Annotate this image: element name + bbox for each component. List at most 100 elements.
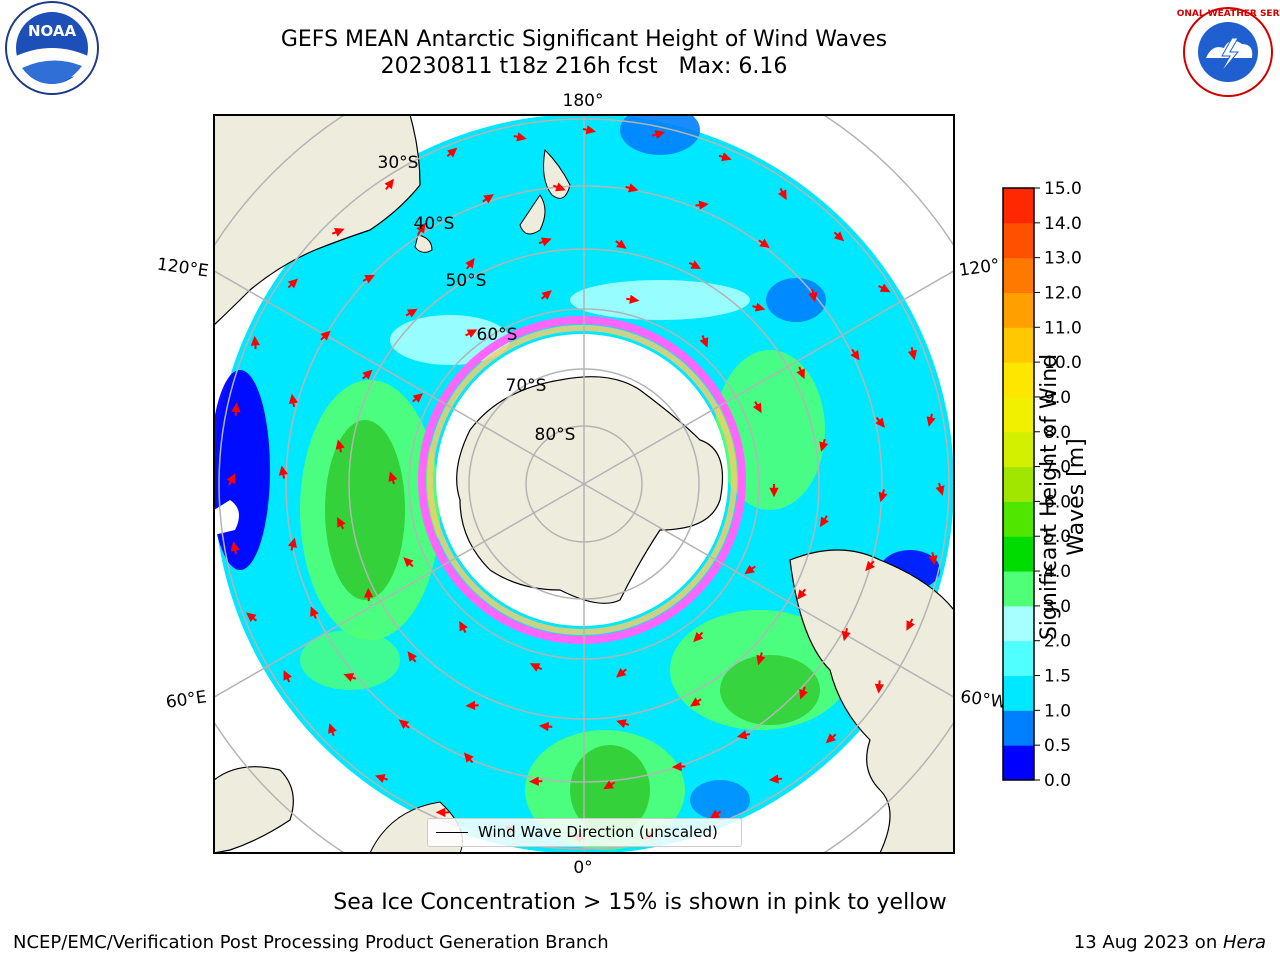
colorbar-tick-label: 5.0 [1044,527,1071,547]
wind-arrow-head [412,393,424,403]
wind-arrow-head [671,761,682,772]
wind-wave-arrows [226,125,945,843]
lon-label-60e: 60°E [165,687,208,712]
lon-label-120e: 120°E [156,255,210,282]
colorbar-tick-label: 4.0 [1044,562,1071,582]
wind-arrow-head [541,290,552,300]
colorbar-cell [1003,536,1034,572]
wind-arrow-head [865,560,875,572]
lon-label-180: 180° [563,91,604,111]
australia-land [214,115,421,326]
wind-arrow-head [334,227,345,237]
colorbar-cell [1003,501,1034,537]
svg-text:NATIONAL WEATHER SERVICE: NATIONAL WEATHER SERVICE [1176,9,1280,19]
wind-arrow-head [246,612,257,623]
africa-land [214,766,294,853]
colorbar-tick-label: 7.0 [1044,458,1071,478]
lat-label-30s: 30°S [378,153,419,173]
lat-label-80s: 80°S [535,425,576,445]
wind-arrow-head [483,194,494,204]
wind-arrow-head [698,200,709,210]
colorbar-tick-label: 10.0 [1044,353,1082,373]
wind-arrow-head [819,441,829,452]
wind-arrow-head [629,294,640,304]
wind-arrow-head [874,683,885,694]
wind-arrow-head [935,485,945,496]
wind-arrow-head [744,564,755,575]
wind-arrow-head [759,238,770,249]
wind-arrow-head [797,589,807,600]
legend-line-icon [436,832,468,833]
wind-arrow-head [328,723,337,734]
wind-arrow-head [283,670,292,681]
graticule [214,115,954,853]
wind-arrow-head [337,516,346,528]
lat-label-50s: 50°S [446,271,487,291]
footer-machine: Hera [1222,932,1266,953]
wind-arrow-head [407,651,417,662]
colorbar-cell [1003,396,1034,433]
wind-arrow-head [841,630,851,642]
wind-arrow-head [226,473,236,484]
wind-arrow-head [796,368,805,380]
colorbar-tick-label: 1.0 [1044,701,1071,721]
lon-label-0: 0° [573,858,592,878]
wind-arrow-head [615,667,627,678]
wind-arrow-head [754,302,766,312]
lat-label-70s: 70°S [506,376,547,396]
colorbar-label: Significant Height of Wind Waves [m] [1037,353,1089,641]
colorbar-tick-label: 9.0 [1044,388,1071,408]
antarctica-land [456,376,724,604]
colorbar-tick-label: 12.0 [1044,283,1082,303]
wind-arrow-head [616,719,627,729]
colorbar-tick-label: 11.0 [1044,318,1082,338]
wind-arrow-head [585,125,597,135]
wind-arrow-head [465,258,475,269]
colorbar-tick-label: 13.0 [1044,249,1082,269]
wind-arrow-head [627,183,639,193]
colorbar-cell [1003,710,1034,746]
wind-arrow-head [926,416,936,427]
wind-arrow-head [447,147,458,158]
sea-ice-caption: Sea Ice Concentration > 15% is shown in … [333,890,947,915]
wind-arrow-head [555,182,566,192]
colorbar-cell [1003,571,1034,607]
wind-arrow-head [459,620,468,632]
wind-arrow-head [364,274,375,284]
wind-arrow-head [878,491,888,503]
colorbar-tick-label: 0.5 [1044,736,1071,756]
wind-arrow-head [310,606,319,617]
wind-arrow-head [778,189,787,201]
wind-arrow-head [690,697,701,707]
wind-arrow-head [384,178,394,190]
lat-label-40s: 40°S [414,214,455,234]
colorbar-cell [1003,188,1034,224]
wind-arrow-head [819,516,829,528]
wind-arrow-head [690,260,702,269]
wind-arrow-head [343,673,355,682]
wind-arrow-head [466,329,478,338]
colorbar-cell [1003,222,1034,259]
wind-arrow-head [529,776,539,786]
wind-arrow-head [538,721,549,732]
wind-arrow-head [230,541,240,552]
wind-arrow-head [335,439,345,450]
colorbar-cell [1003,675,1034,711]
colorbar-tick-label: 3.0 [1044,597,1071,617]
legend-label: Wind Wave Direction (unscaled) [478,823,718,841]
wind-arrow-head [879,283,891,293]
colorbar-cell [1003,431,1034,468]
map-title: GEFS MEAN Antarctic Significant Height o… [280,27,888,52]
wind-arrow-head [752,402,762,414]
wind-arrow-head [388,471,398,482]
footer-date: 13 Aug 2023 on Hera [1073,932,1266,953]
wind-arrow-head [287,278,299,289]
wind-arrow-head [287,537,297,549]
wind-arrow-head [850,349,860,361]
wind-arrow-head [825,733,837,744]
wind-arrow-head [769,487,779,498]
wind-arrow-head [756,654,766,666]
wind-arrow-head [363,587,374,598]
wind-arrow-head [278,465,288,476]
colorbar-tick-label: 15.0 [1044,179,1082,199]
